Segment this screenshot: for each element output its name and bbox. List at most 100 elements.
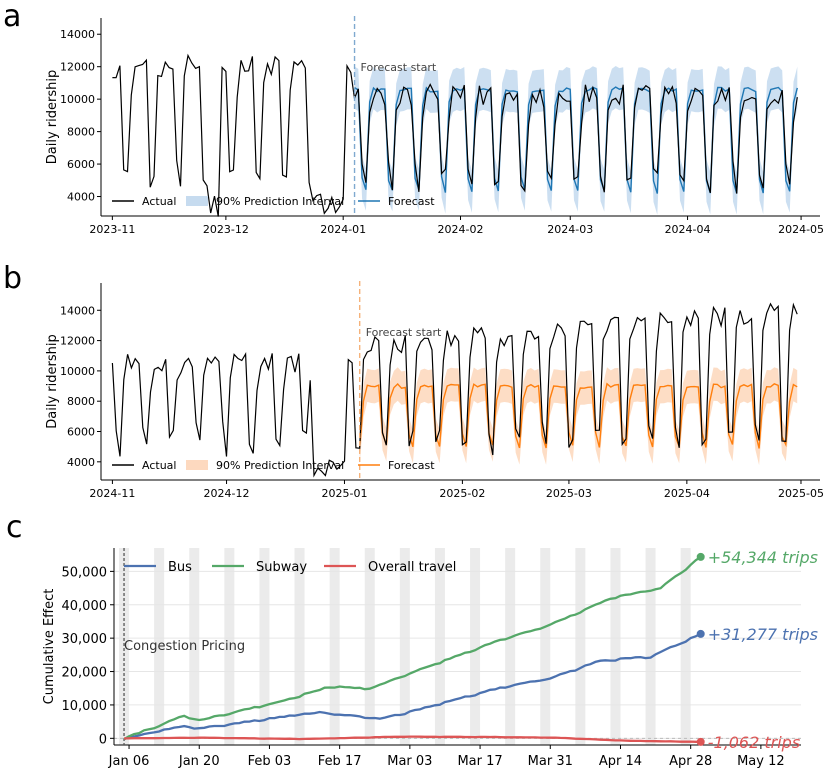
series-end-label: +54,344 trips — [708, 548, 818, 567]
series-line-subway — [123, 555, 702, 741]
panel-letter-a: a — [3, 0, 21, 34]
series-end-label: +31,277 trips — [708, 625, 818, 644]
y-tick-label: 6000 — [67, 426, 95, 439]
y-tick-label: 10000 — [60, 93, 95, 106]
y-tick-label: 10,000 — [62, 699, 108, 714]
y-tick-label: 50,000 — [62, 565, 108, 580]
weekend-shade — [680, 548, 691, 745]
event-label: Congestion Pricing — [124, 639, 245, 654]
y-tick-label: 14000 — [60, 28, 95, 41]
forecast-start-label: Forecast start — [366, 326, 442, 339]
legend-label: Actual — [142, 195, 176, 208]
y-tick-label: 20,000 — [62, 666, 108, 681]
x-tick-label: May 12 — [737, 754, 785, 769]
legend-label: Forecast — [388, 195, 435, 208]
weekend-shade — [154, 548, 165, 745]
weekend-shade — [364, 548, 375, 745]
y-axis-label: Daily ridership — [45, 70, 60, 164]
x-tick-label: 2025-03 — [546, 487, 592, 500]
y-tick-label: 12000 — [60, 61, 95, 74]
x-tick-label: Jan 20 — [178, 754, 220, 769]
series-end-marker — [696, 629, 705, 638]
x-tick-label: Mar 31 — [528, 754, 573, 769]
legend: Actual 90% Prediction Interval Forecast — [112, 195, 435, 208]
x-tick-label: 2024-12 — [204, 487, 250, 500]
y-tick-label: 4000 — [67, 456, 95, 469]
y-tick-label: 4000 — [67, 191, 95, 204]
y-tick-label: 0 — [99, 732, 107, 747]
x-tick-label: 2025-01 — [321, 487, 367, 500]
y-tick-label: 14000 — [60, 304, 95, 317]
forecast-line — [359, 382, 798, 449]
x-tick-label: 2025-05 — [778, 487, 824, 500]
weekend-shade — [119, 548, 130, 745]
legend-label: 90% Prediction Interval — [216, 459, 344, 472]
legend-label: Subway — [256, 560, 307, 575]
prediction-interval-band — [359, 367, 798, 466]
legend-label: Bus — [168, 560, 192, 575]
legend-label: Actual — [142, 459, 176, 472]
weekend-shade — [540, 548, 551, 745]
y-axis-label: Daily ridership — [45, 334, 60, 428]
series-end-label: -1,062 trips — [708, 733, 800, 752]
x-tick-label: 2025-04 — [664, 487, 710, 500]
x-tick-label: 2024-05 — [778, 223, 824, 236]
y-tick-label: 30,000 — [62, 632, 108, 647]
x-tick-label: 2024-01 — [320, 223, 366, 236]
legend-swatch — [186, 196, 208, 206]
weekend-shade — [505, 548, 516, 745]
series-line-bus — [123, 632, 702, 741]
legend-swatch — [186, 460, 208, 470]
weekend-shade — [470, 548, 481, 745]
actual-line — [111, 302, 798, 478]
weekend-shade — [645, 548, 656, 745]
weekend-shade — [399, 548, 410, 745]
x-tick-label: 2025-02 — [439, 487, 485, 500]
legend-label: 90% Prediction Interval — [216, 195, 344, 208]
x-tick-label: Feb 17 — [318, 754, 362, 769]
axes — [113, 548, 801, 746]
x-tick-label: 2024-04 — [665, 223, 711, 236]
weekend-shade — [189, 548, 200, 745]
x-tick-label: 2024-03 — [547, 223, 593, 236]
forecast-line — [354, 86, 798, 194]
series-end-marker — [696, 552, 705, 561]
x-tick-label: Apr 14 — [599, 754, 642, 769]
forecast-start-label: Forecast start — [361, 61, 437, 74]
y-tick-label: 40,000 — [62, 599, 108, 614]
y-tick-label: 6000 — [67, 158, 95, 171]
x-tick-label: 2024-02 — [438, 223, 484, 236]
x-tick-label: Jan 06 — [108, 754, 150, 769]
panel-letter-b: b — [3, 261, 22, 296]
weekend-shade — [259, 548, 270, 745]
weekend-shade — [575, 548, 586, 745]
series-line-overall-travel — [123, 735, 701, 744]
x-tick-label: Apr 28 — [669, 754, 712, 769]
weekend-shade — [294, 548, 305, 745]
y-axis-label: Cumulative Effect — [42, 589, 57, 705]
x-tick-label: Mar 03 — [387, 754, 432, 769]
axes — [100, 18, 820, 217]
y-tick-label: 10000 — [60, 365, 95, 378]
weekend-shade — [610, 548, 621, 745]
actual-line — [112, 53, 798, 217]
series-end-marker — [696, 737, 705, 746]
weekend-shade — [224, 548, 235, 745]
y-tick-label: 12000 — [60, 335, 95, 348]
y-tick-label: 8000 — [67, 126, 95, 139]
x-tick-label: Feb 03 — [248, 754, 292, 769]
legend: Actual 90% Prediction Interval Forecast — [112, 459, 435, 472]
x-tick-label: 2024-11 — [89, 487, 135, 500]
legend: Bus Subway Overall travel — [124, 560, 456, 575]
axes — [100, 283, 820, 481]
legend-label: Forecast — [388, 459, 435, 472]
x-tick-label: Mar 17 — [457, 754, 502, 769]
legend-label: Overall travel — [368, 560, 456, 575]
x-tick-label: 2023-12 — [203, 223, 249, 236]
weekend-shade — [329, 548, 340, 745]
y-tick-label: 8000 — [67, 395, 95, 408]
panel-letter-c: c — [6, 510, 23, 545]
weekend-shade — [434, 548, 445, 745]
x-tick-label: 2023-11 — [89, 223, 135, 236]
